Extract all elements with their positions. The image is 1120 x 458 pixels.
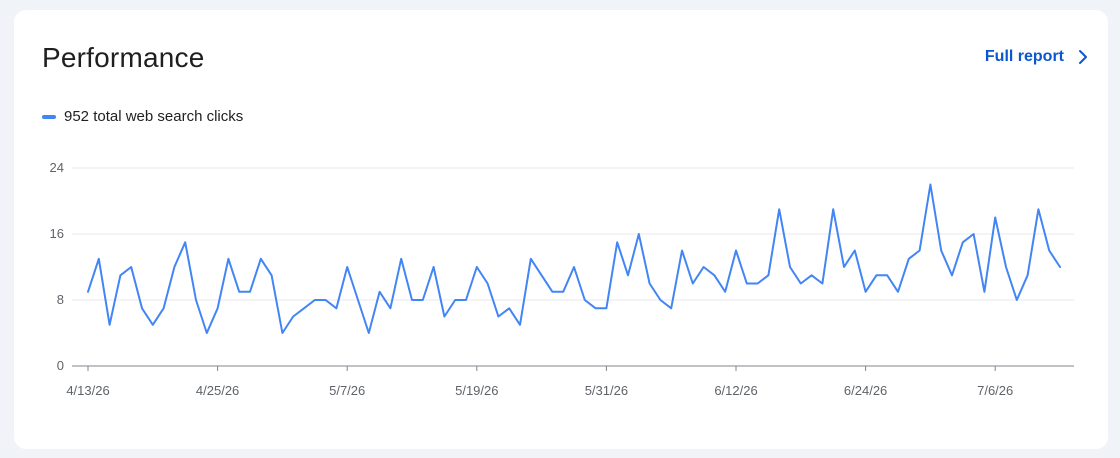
clicks-series-line [87, 183, 1061, 334]
y-tick-label-24: 24 [50, 160, 64, 175]
y-tick-label-16: 16 [50, 226, 64, 241]
chevron-right-icon [1078, 49, 1088, 65]
x-tick-label-6: 6/24/26 [844, 383, 887, 398]
x-tick-label-7: 7/6/26 [977, 383, 1013, 398]
x-tick-label-4: 5/31/26 [585, 383, 628, 398]
performance-card: Performance Full report 952 total web se… [14, 10, 1108, 449]
y-tick-label-0: 0 [57, 358, 64, 373]
x-tick-label-0: 4/13/26 [66, 383, 109, 398]
card-title: Performance [42, 42, 205, 73]
x-tick-label-5: 6/12/26 [714, 383, 757, 398]
legend-swatch [42, 114, 56, 119]
x-tick-label-2: 5/7/26 [329, 383, 365, 398]
x-tick-label-1: 4/25/26 [196, 383, 239, 398]
full-report-label: Full report [984, 48, 1064, 65]
x-tick-label-3: 5/19/26 [455, 383, 498, 398]
full-report-link[interactable]: Full report [985, 48, 1088, 66]
y-tick-label-8: 8 [57, 292, 64, 307]
chart-legend: 952 total web search clicks [42, 108, 243, 125]
legend-label: 952 total web search clicks [64, 108, 244, 125]
